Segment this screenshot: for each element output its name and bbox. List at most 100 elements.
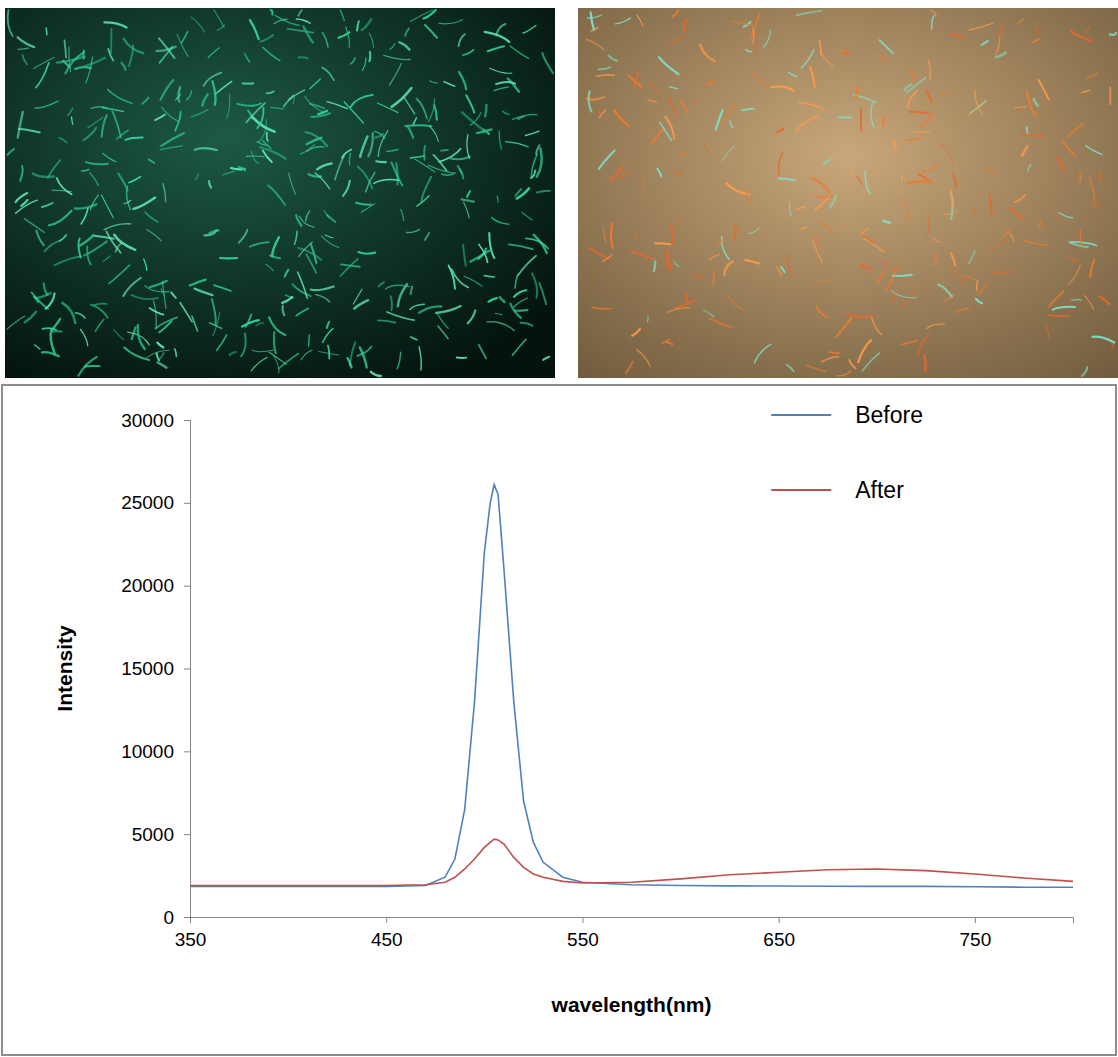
fiber [80,329,87,345]
fiber [1087,73,1097,78]
legend-swatch [771,414,831,416]
fiber [157,47,176,51]
fiber [442,174,454,175]
fiber [671,37,684,45]
fiber [1085,27,1090,33]
fiber [996,53,1006,58]
x-tick: 450 [371,917,403,950]
fiber [1099,172,1101,180]
fiber [893,294,895,301]
fiber [315,173,330,189]
fiber [779,152,783,174]
fiber [35,293,50,298]
y-tick: 0 [163,907,190,928]
fiber [857,177,862,185]
fiber [836,371,850,376]
fiber [269,352,286,364]
photo-background [5,8,555,378]
fiber [144,259,147,270]
y-tick-mark [184,751,190,752]
fiber [7,316,25,329]
fiber [479,345,486,358]
fiber [951,34,964,36]
fiber [171,292,176,298]
fiber [212,81,215,105]
y-axis-line [184,421,191,918]
fiber [129,45,133,66]
fiber [214,285,231,291]
fiber [75,67,90,69]
y-tick-mark [184,917,190,918]
fiber [243,82,253,85]
micrograph-left [5,8,555,378]
fiber [368,133,373,156]
fiber [72,117,73,124]
fiber [308,335,310,346]
fiber [508,79,519,92]
fiber [1071,299,1081,301]
fiber [477,129,491,133]
fiber [819,41,821,55]
fiber [285,270,289,277]
fiber [246,155,264,157]
fiber [924,355,925,372]
x-tick-mark [975,917,976,923]
fiber [521,323,533,326]
fiber [747,188,749,203]
fiber [272,237,279,256]
fiber [90,173,98,186]
fiber [428,165,455,173]
fiber [181,32,187,44]
fiber [812,178,829,193]
fiber [180,303,192,322]
fiber [836,318,852,337]
fiber [891,266,901,270]
fiber [515,189,521,196]
fiber [125,137,142,139]
fiber [654,262,655,271]
fiber [1022,134,1044,136]
fiber [1022,146,1027,156]
fiber [129,176,141,182]
fiber [349,153,350,165]
fiber [147,230,162,241]
fiber [611,223,613,247]
fiber [317,164,332,170]
fiber [674,261,679,267]
fiber [425,25,437,38]
fiber [325,235,333,238]
fiber [518,256,536,276]
fiber [742,109,753,111]
fiber [239,167,246,171]
fiber [133,197,155,208]
fiber [25,312,36,323]
fiber [405,124,431,127]
fiber [816,306,828,318]
fiber [429,99,435,121]
y-tick-mark [184,586,190,587]
fiber [161,289,164,296]
fiber [263,47,280,60]
fiber [800,227,806,229]
y-tick-label: 0 [163,907,174,928]
fiber [489,298,497,301]
fiber [883,221,890,223]
fiber [496,82,515,84]
fiber [357,21,359,30]
fiber [468,310,476,323]
y-tick-mark [184,420,190,421]
fiber [497,196,498,203]
fiber [242,320,259,326]
fiber [730,121,733,127]
fiber [299,56,308,59]
fiber [957,309,969,312]
fiber [749,228,759,234]
fiber [982,41,989,45]
fiber [33,57,54,68]
fiber [16,200,38,213]
fiber [815,195,835,197]
x-tick: 550 [567,917,599,950]
fiber [391,162,402,185]
legend: BeforeAfter [771,402,923,503]
fiber [499,131,501,149]
